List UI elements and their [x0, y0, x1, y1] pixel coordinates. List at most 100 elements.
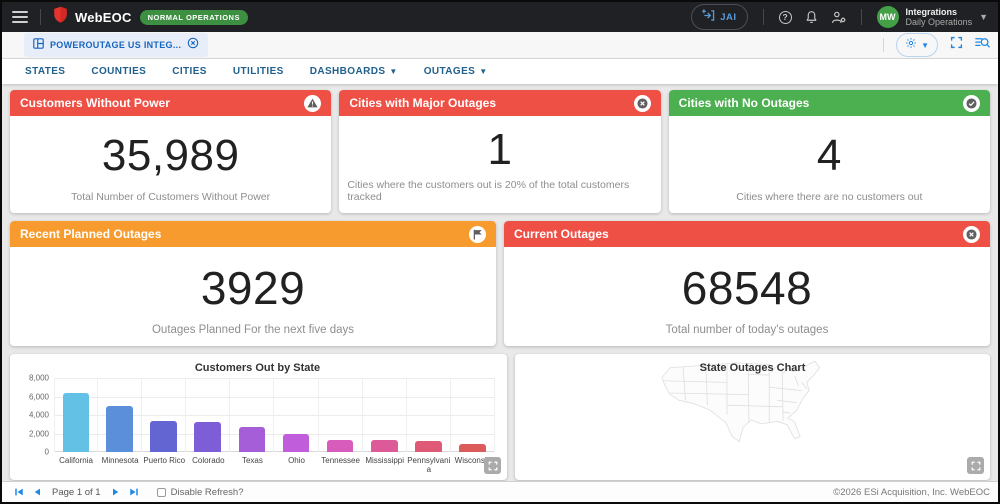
stat-value: 35,989: [101, 130, 240, 180]
nav-item-utilities[interactable]: UTILITIES: [232, 66, 284, 77]
bar-group: Tennessee: [319, 378, 363, 474]
card-cities-no-outages: Cities with No Outages 4 Cities where th…: [668, 90, 990, 213]
map-title: State Outages Chart: [699, 362, 806, 374]
stat-subtitle: Cities where there are no customers out: [736, 191, 923, 203]
divider: [860, 9, 862, 25]
close-tab-icon[interactable]: [187, 36, 199, 54]
plot-area: California Minnesota Puerto Rico Colorado Te…: [54, 378, 495, 474]
nav-item-counties[interactable]: COUNTIES: [91, 66, 147, 77]
last-page-button[interactable]: [125, 486, 143, 498]
bar-pennsylvania[interactable]: [414, 441, 442, 452]
y-tick-label: 8,000: [28, 373, 49, 383]
chevron-down-icon: ▼: [389, 67, 398, 76]
bar-ohio[interactable]: [282, 433, 310, 452]
chart-body: 0 2,000 4,000 6,000 8,000 California Minnesot…: [20, 374, 495, 474]
stat-value: 1: [487, 124, 513, 174]
bar-group: California: [54, 378, 99, 474]
tab-poweroutage-board[interactable]: POWEROUTAGE US INTEG...: [24, 33, 209, 57]
search-records-icon[interactable]: [975, 36, 990, 54]
cancel-icon[interactable]: [963, 225, 980, 243]
nav-item-outages[interactable]: OUTAGES ▼: [423, 66, 488, 77]
bar-group: Pennsylvania: [407, 378, 451, 474]
card-body: 1 Cities where the customers out is 20% …: [339, 116, 660, 213]
expand-map-button[interactable]: [967, 457, 984, 474]
nav-item-cities[interactable]: CITIES: [172, 66, 207, 77]
bar-group: Wisconsin: [451, 378, 495, 474]
account-text: Integrations Daily Operations: [906, 7, 973, 28]
card-header: Customers Without Power: [10, 90, 332, 116]
expand-chart-button[interactable]: [484, 457, 501, 474]
copyright-text: ©2026 ESi Acquisition, Inc. WebEOC: [833, 486, 990, 498]
bar-minnesota[interactable]: [106, 406, 133, 452]
bar-texas[interactable]: [238, 427, 266, 452]
divider: [883, 38, 885, 52]
y-tick-label: 4,000: [28, 410, 49, 420]
us-map-outline: [661, 360, 820, 443]
bar-group: Texas: [230, 378, 275, 474]
bar-puerto-rico[interactable]: [150, 421, 178, 452]
card-body: 4 Cities where there are no customers ou…: [669, 116, 990, 213]
stat-value: 3929: [200, 261, 306, 314]
previous-page-button[interactable]: [28, 486, 46, 498]
card-current-outages: Current Outages 68548 Total number of to…: [504, 221, 990, 346]
first-page-button[interactable]: [10, 486, 28, 498]
stat-subtitle: Total Number of Customers Without Power: [71, 191, 271, 203]
bar-california[interactable]: [63, 392, 90, 452]
stat-value: 68548: [681, 261, 813, 314]
customers-out-by-state-chart: Customers Out by State 0 2,000 4,000 6,000 8…: [10, 354, 507, 480]
board-tab-bar: POWEROUTAGE US INTEG... ▼: [2, 32, 998, 59]
bar-colorado[interactable]: [194, 422, 222, 452]
bar-group: Colorado: [186, 378, 231, 474]
next-page-button[interactable]: [107, 486, 125, 498]
bar-mississippi[interactable]: [370, 440, 398, 452]
bar-group: Minnesota: [98, 378, 143, 474]
nav-item-dashboards[interactable]: DASHBOARDS ▼: [309, 66, 398, 77]
bar-wisconsin[interactable]: [459, 443, 486, 452]
x-tick-label: Ohio: [288, 456, 305, 465]
account-menu[interactable]: MW Integrations Daily Operations ▼: [876, 6, 988, 28]
card-header: Recent Planned Outages: [10, 221, 496, 247]
check-icon[interactable]: [962, 94, 980, 112]
flag-icon[interactable]: [469, 225, 486, 243]
nav-item-states[interactable]: STATES: [25, 66, 66, 77]
bar-series: California Minnesota Puerto Rico Colorado Te…: [54, 378, 495, 474]
card-body: 3929 Outages Planned For the next five d…: [10, 247, 496, 346]
cancel-icon[interactable]: [633, 94, 651, 112]
avatar: MW: [876, 6, 899, 28]
tab-bar-controls: ▼: [883, 33, 990, 57]
user-admin-icon[interactable]: [831, 10, 846, 24]
bar-tennessee[interactable]: [326, 439, 354, 452]
chart-title: Customers Out by State: [194, 362, 321, 374]
notifications-bell-icon[interactable]: [805, 10, 818, 24]
card-title: Cities with Major Outages: [349, 96, 497, 110]
board-tab-label: POWEROUTAGE US INTEG...: [50, 40, 182, 50]
card-header: Cities with Major Outages: [339, 90, 661, 116]
brand: WebEOC: [53, 6, 132, 28]
jai-button-label: JAI: [720, 11, 737, 23]
hamburger-menu-icon[interactable]: [12, 11, 28, 23]
card-header: Current Outages: [504, 221, 990, 247]
board-icon: [33, 36, 44, 54]
card-header: Cities with No Outages: [668, 90, 990, 116]
footer-bar: Page 1 of 1 Disable Refresh? ©2026 ESi A…: [2, 481, 998, 502]
card-title: Cities with No Outages: [678, 96, 810, 110]
gear-icon: [905, 36, 917, 54]
x-tick-label: Mississippi: [365, 456, 405, 465]
settings-dropdown-button[interactable]: ▼: [896, 33, 938, 57]
jai-button[interactable]: JAI: [691, 4, 748, 30]
checkbox-icon[interactable]: [156, 487, 166, 497]
card-title: Recent Planned Outages: [20, 227, 162, 241]
chevron-down-icon: ▼: [921, 40, 929, 50]
x-tick-label: Colorado: [192, 456, 225, 465]
fullscreen-icon[interactable]: [950, 36, 963, 54]
account-role: Daily Operations: [905, 17, 973, 27]
help-icon[interactable]: ?: [778, 10, 792, 24]
disable-refresh-checkbox[interactable]: Disable Refresh?: [156, 487, 243, 498]
warning-icon[interactable]: [304, 94, 322, 112]
y-tick-label: 0: [44, 447, 49, 457]
card-body: 68548 Total number of today's outages: [504, 247, 990, 346]
bar-group: Mississippi: [363, 378, 407, 474]
stat-row-1: Customers Without Power 35,989 Total Num…: [10, 90, 990, 213]
card-title: Customers Without Power: [20, 96, 170, 110]
